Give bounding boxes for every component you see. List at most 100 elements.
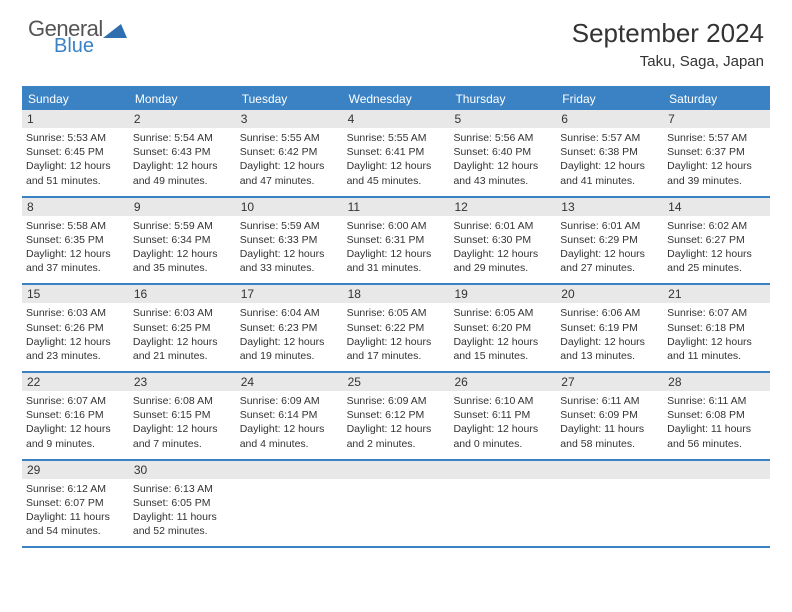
day-cell: 8Sunrise: 5:58 AMSunset: 6:35 PMDaylight… — [22, 198, 129, 284]
day-cell: 21Sunrise: 6:07 AMSunset: 6:18 PMDayligh… — [663, 285, 770, 371]
sunrise-text: Sunrise: 6:04 AM — [240, 306, 339, 320]
daylight-text: Daylight: 12 hours — [453, 247, 552, 261]
day-details: Sunrise: 6:06 AMSunset: 6:19 PMDaylight:… — [556, 303, 663, 371]
sunset-text: Sunset: 6:40 PM — [453, 145, 552, 159]
day-cell: 25Sunrise: 6:09 AMSunset: 6:12 PMDayligh… — [343, 373, 450, 459]
day-number: 30 — [129, 461, 236, 479]
day-cell: 16Sunrise: 6:03 AMSunset: 6:25 PMDayligh… — [129, 285, 236, 371]
day-cell: 26Sunrise: 6:10 AMSunset: 6:11 PMDayligh… — [449, 373, 556, 459]
day-number: 14 — [663, 198, 770, 216]
day-details: Sunrise: 6:00 AMSunset: 6:31 PMDaylight:… — [343, 216, 450, 284]
daylight-text: and 29 minutes. — [453, 261, 552, 275]
daylight-text: Daylight: 12 hours — [26, 422, 125, 436]
sunset-text: Sunset: 6:08 PM — [667, 408, 766, 422]
day-number: 25 — [343, 373, 450, 391]
day-details: Sunrise: 6:07 AMSunset: 6:16 PMDaylight:… — [22, 391, 129, 459]
sunset-text: Sunset: 6:23 PM — [240, 321, 339, 335]
daylight-text: Daylight: 11 hours — [560, 422, 659, 436]
day-details: Sunrise: 5:56 AMSunset: 6:40 PMDaylight:… — [449, 128, 556, 196]
day-details: Sunrise: 6:05 AMSunset: 6:20 PMDaylight:… — [449, 303, 556, 371]
day-cell: 10Sunrise: 5:59 AMSunset: 6:33 PMDayligh… — [236, 198, 343, 284]
day-details: Sunrise: 6:08 AMSunset: 6:15 PMDaylight:… — [129, 391, 236, 459]
day-number: 10 — [236, 198, 343, 216]
days-of-week-row: SundayMondayTuesdayWednesdayThursdayFrid… — [22, 88, 770, 110]
daylight-text: Daylight: 12 hours — [347, 335, 446, 349]
day-details: Sunrise: 6:01 AMSunset: 6:29 PMDaylight:… — [556, 216, 663, 284]
sunrise-text: Sunrise: 6:09 AM — [347, 394, 446, 408]
sunrise-text: Sunrise: 6:09 AM — [240, 394, 339, 408]
day-number — [343, 461, 450, 479]
sunrise-text: Sunrise: 6:06 AM — [560, 306, 659, 320]
day-cell: 11Sunrise: 6:00 AMSunset: 6:31 PMDayligh… — [343, 198, 450, 284]
day-number — [663, 461, 770, 479]
sunrise-text: Sunrise: 5:59 AM — [133, 219, 232, 233]
month-title: September 2024 — [572, 18, 764, 49]
day-cell: 14Sunrise: 6:02 AMSunset: 6:27 PMDayligh… — [663, 198, 770, 284]
sunset-text: Sunset: 6:05 PM — [133, 496, 232, 510]
day-details — [343, 479, 450, 541]
day-number — [449, 461, 556, 479]
sunrise-text: Sunrise: 5:53 AM — [26, 131, 125, 145]
day-details — [449, 479, 556, 541]
daylight-text: and 7 minutes. — [133, 437, 232, 451]
sunset-text: Sunset: 6:30 PM — [453, 233, 552, 247]
sunrise-text: Sunrise: 5:55 AM — [347, 131, 446, 145]
sunset-text: Sunset: 6:25 PM — [133, 321, 232, 335]
page-header: General Blue September 2024 Taku, Saga, … — [0, 0, 792, 76]
brand-triangle-icon — [103, 22, 129, 40]
day-details: Sunrise: 5:54 AMSunset: 6:43 PMDaylight:… — [129, 128, 236, 196]
sunset-text: Sunset: 6:42 PM — [240, 145, 339, 159]
day-number: 8 — [22, 198, 129, 216]
day-cell: 2Sunrise: 5:54 AMSunset: 6:43 PMDaylight… — [129, 110, 236, 196]
sunset-text: Sunset: 6:34 PM — [133, 233, 232, 247]
day-details: Sunrise: 6:11 AMSunset: 6:08 PMDaylight:… — [663, 391, 770, 459]
daylight-text: Daylight: 12 hours — [26, 335, 125, 349]
daylight-text: and 19 minutes. — [240, 349, 339, 363]
sunset-text: Sunset: 6:26 PM — [26, 321, 125, 335]
daylight-text: and 52 minutes. — [133, 524, 232, 538]
sunrise-text: Sunrise: 6:10 AM — [453, 394, 552, 408]
sunrise-text: Sunrise: 6:07 AM — [26, 394, 125, 408]
dow-monday: Monday — [129, 88, 236, 110]
sunrise-text: Sunrise: 5:59 AM — [240, 219, 339, 233]
sunset-text: Sunset: 6:41 PM — [347, 145, 446, 159]
daylight-text: Daylight: 12 hours — [453, 422, 552, 436]
day-cell: 23Sunrise: 6:08 AMSunset: 6:15 PMDayligh… — [129, 373, 236, 459]
sunrise-text: Sunrise: 6:11 AM — [667, 394, 766, 408]
week-row: 1Sunrise: 5:53 AMSunset: 6:45 PMDaylight… — [22, 110, 770, 198]
sunset-text: Sunset: 6:22 PM — [347, 321, 446, 335]
day-number: 17 — [236, 285, 343, 303]
day-cell: 1Sunrise: 5:53 AMSunset: 6:45 PMDaylight… — [22, 110, 129, 196]
dow-tuesday: Tuesday — [236, 88, 343, 110]
day-number — [556, 461, 663, 479]
sunrise-text: Sunrise: 5:57 AM — [560, 131, 659, 145]
day-number: 7 — [663, 110, 770, 128]
day-details: Sunrise: 5:55 AMSunset: 6:42 PMDaylight:… — [236, 128, 343, 196]
day-cell: 20Sunrise: 6:06 AMSunset: 6:19 PMDayligh… — [556, 285, 663, 371]
daylight-text: and 25 minutes. — [667, 261, 766, 275]
daylight-text: Daylight: 12 hours — [240, 422, 339, 436]
day-cell: 5Sunrise: 5:56 AMSunset: 6:40 PMDaylight… — [449, 110, 556, 196]
daylight-text: and 33 minutes. — [240, 261, 339, 275]
daylight-text: and 35 minutes. — [133, 261, 232, 275]
day-cell-blank — [663, 461, 770, 547]
sunrise-text: Sunrise: 5:58 AM — [26, 219, 125, 233]
daylight-text: Daylight: 11 hours — [133, 510, 232, 524]
daylight-text: and 49 minutes. — [133, 174, 232, 188]
day-number: 18 — [343, 285, 450, 303]
sunset-text: Sunset: 6:20 PM — [453, 321, 552, 335]
day-number — [236, 461, 343, 479]
day-cell: 19Sunrise: 6:05 AMSunset: 6:20 PMDayligh… — [449, 285, 556, 371]
sunset-text: Sunset: 6:14 PM — [240, 408, 339, 422]
daylight-text: and 27 minutes. — [560, 261, 659, 275]
daylight-text: Daylight: 12 hours — [560, 335, 659, 349]
daylight-text: Daylight: 12 hours — [667, 335, 766, 349]
daylight-text: and 45 minutes. — [347, 174, 446, 188]
daylight-text: Daylight: 12 hours — [560, 247, 659, 261]
day-details: Sunrise: 6:03 AMSunset: 6:25 PMDaylight:… — [129, 303, 236, 371]
sunset-text: Sunset: 6:33 PM — [240, 233, 339, 247]
daylight-text: and 4 minutes. — [240, 437, 339, 451]
sunset-text: Sunset: 6:45 PM — [26, 145, 125, 159]
sunrise-text: Sunrise: 6:00 AM — [347, 219, 446, 233]
sunset-text: Sunset: 6:15 PM — [133, 408, 232, 422]
